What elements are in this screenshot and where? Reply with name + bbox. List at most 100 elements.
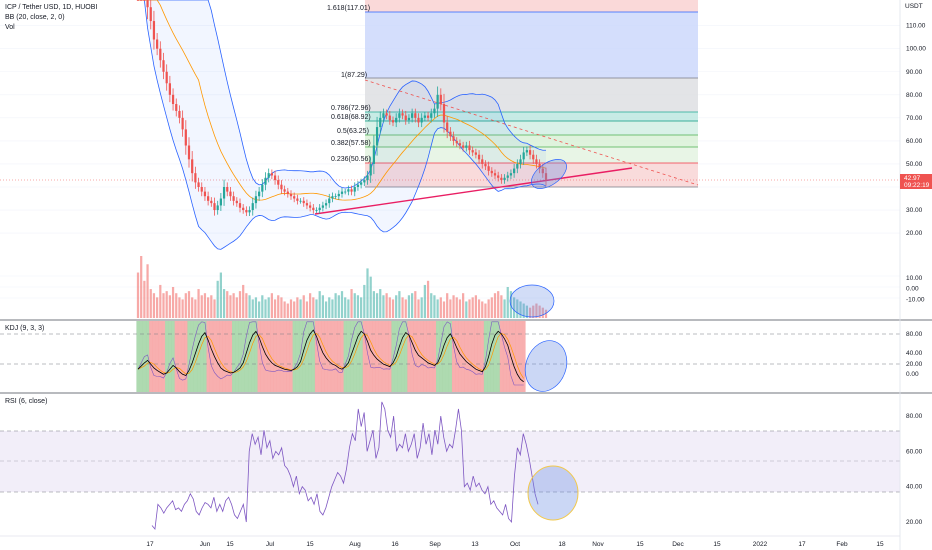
candle-body	[328, 198, 331, 204]
volume-bar	[350, 289, 353, 318]
candle-body	[248, 210, 251, 213]
kdj-bg-bar	[228, 321, 233, 392]
volume-bar	[414, 291, 417, 318]
volume-bar	[337, 295, 340, 318]
volume-bar	[363, 284, 366, 318]
candle-body	[535, 159, 538, 164]
candle-body	[493, 173, 497, 176]
price-tick-label: 50.00	[906, 161, 923, 168]
volume-bar	[465, 301, 468, 318]
candle-body	[143, 0, 146, 1]
candle-body	[433, 108, 436, 114]
price-axis[interactable]: 110.00 100.00 90.00 80.00 70.00 60.00 50.00 40.…	[906, 23, 926, 526]
volume-bar	[420, 297, 423, 318]
volume-bar	[411, 293, 414, 318]
volume-bar	[200, 295, 203, 318]
volume-bar	[251, 299, 254, 318]
candle-body	[140, 0, 143, 1]
candle-body	[191, 159, 194, 174]
kdj-bg-bar	[365, 321, 370, 392]
kdj-bg-bar	[467, 321, 472, 392]
candle-body	[462, 145, 465, 148]
kdj-bg-bar	[397, 321, 402, 392]
kdj-bg-bar	[448, 321, 453, 392]
volume-bar	[509, 291, 513, 318]
highlight-ellipse-volume[interactable]	[509, 284, 555, 318]
candle-body	[258, 191, 261, 197]
kdj-bg-bar	[483, 321, 488, 392]
candle-body	[458, 143, 462, 146]
candle-body	[136, 0, 140, 1]
kdj-bg-bar	[263, 321, 268, 392]
volume-bar	[356, 295, 360, 318]
candle-body	[426, 115, 430, 118]
rsi-tick-label: 80.00	[906, 413, 923, 420]
volume-bar	[430, 293, 433, 318]
candle-body	[337, 193, 340, 197]
kdj-bg-bar	[318, 321, 322, 392]
time-tick-label: Jun	[200, 541, 211, 548]
kdj-bg-bar	[152, 321, 156, 392]
candle-body	[159, 48, 162, 61]
volume-bar	[273, 299, 277, 318]
kdj-bg-bar	[314, 321, 319, 392]
highlight-ellipse-kdj[interactable]	[518, 335, 573, 398]
candle-body	[414, 113, 417, 118]
kdj-bg-bar	[327, 321, 332, 392]
kdj-bg-bar	[190, 321, 195, 392]
volume-bar	[462, 293, 465, 318]
candle-body	[222, 187, 226, 199]
volume-bar	[242, 284, 245, 318]
price-tick-label: 20.00	[906, 230, 923, 237]
candle-body	[283, 189, 286, 192]
candle-body	[544, 173, 548, 181]
volume-bar	[258, 301, 261, 318]
candlestick-series	[136, 0, 548, 217]
kdj-bg-bar	[464, 321, 469, 392]
volume-bar	[493, 293, 497, 318]
candle-body	[509, 173, 513, 176]
price-tick-label: 0.00	[906, 286, 919, 293]
volume-bar	[506, 287, 509, 318]
volume-bar	[522, 303, 525, 318]
kdj-bg-bar	[420, 321, 424, 392]
fib-label-0618: 0.618(68.92)	[331, 114, 371, 121]
volume-bar	[324, 301, 328, 318]
volume-bar	[404, 299, 407, 318]
kdj-j-line	[137, 321, 524, 386]
bollinger-bands	[138, 0, 547, 250]
descending-trendline[interactable]	[364, 79, 699, 186]
kdj-bg-bar	[158, 321, 163, 392]
highlight-ellipse-price[interactable]	[526, 154, 571, 195]
kdj-bg-bar	[161, 321, 166, 392]
volume-bar	[407, 295, 411, 318]
kdj-bg-bar	[375, 321, 379, 392]
price-tick-label: 80.00	[906, 92, 923, 99]
time-tick-label: 17	[146, 541, 154, 548]
candle-body	[156, 39, 159, 49]
candle-body	[187, 145, 191, 160]
volume-bar	[497, 291, 500, 318]
rsi-tick-label: 20.00	[906, 519, 923, 526]
highlight-ellipse-rsi[interactable]	[527, 465, 579, 521]
candle-body	[178, 110, 181, 118]
volume-bar	[235, 297, 238, 318]
volume-bar	[353, 293, 356, 318]
candle-body	[334, 196, 337, 198]
fib-zone-0786	[365, 112, 698, 121]
volume-bar	[382, 295, 385, 318]
kdj-bg-bar	[165, 321, 169, 392]
candle-body	[162, 60, 165, 72]
candle-body	[363, 180, 366, 183]
kdj-bg-bar	[410, 321, 415, 392]
candle-body	[452, 136, 455, 141]
volume-bar	[219, 272, 222, 318]
candle-body	[404, 115, 407, 121]
candle-body	[455, 140, 458, 144]
kdj-bg-bar	[267, 321, 271, 392]
kdj-bg-bar	[181, 321, 185, 392]
candle-body	[375, 127, 379, 146]
ascending-support-trendline[interactable]	[314, 167, 633, 215]
kdj-bg-bar	[400, 321, 405, 392]
